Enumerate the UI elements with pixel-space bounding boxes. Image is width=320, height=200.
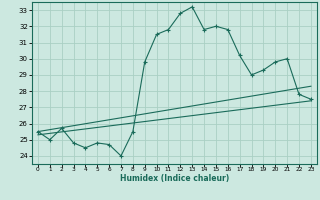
X-axis label: Humidex (Indice chaleur): Humidex (Indice chaleur) — [120, 174, 229, 183]
